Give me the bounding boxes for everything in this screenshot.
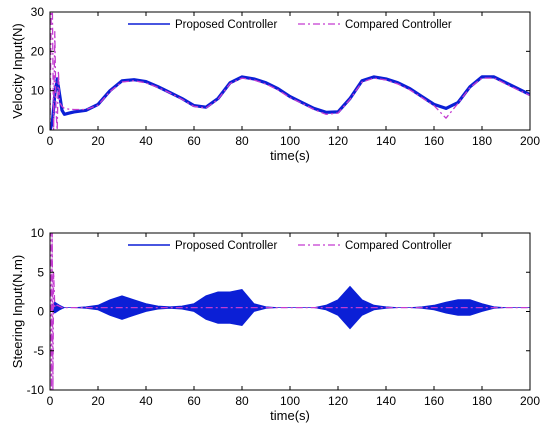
- velocity-x-tick-label: 160: [424, 134, 444, 148]
- velocity-y-axis-label: Velocity Input(N): [10, 23, 25, 118]
- velocity-x-tick-label: 20: [91, 134, 105, 148]
- velocity-x-tick-label: 200: [520, 134, 540, 148]
- velocity-legend: Proposed Controller Compared Controller: [128, 19, 452, 31]
- velocity-x-tick-label: 60: [187, 134, 201, 148]
- velocity-x-axis-label: time(s): [270, 148, 310, 163]
- velocity-y-ticks: 0 10 20 30: [31, 5, 530, 137]
- velocity-series-compared-line: [50, 12, 530, 130]
- steering-x-tick-label: 200: [520, 394, 540, 408]
- steering-y-tick-label: 10: [31, 226, 45, 240]
- velocity-y-tick-label: 20: [31, 44, 45, 58]
- steering-y-tick-label: -5: [33, 344, 44, 358]
- velocity-x-tick-label: 120: [328, 134, 348, 148]
- steering-x-tick-label: 140: [376, 394, 396, 408]
- velocity-y-tick-label: 10: [31, 84, 45, 98]
- steering-x-tick-label: 120: [328, 394, 348, 408]
- steering-series-compared-line: [50, 233, 530, 390]
- velocity-x-tick-label: 0: [47, 134, 54, 148]
- velocity-input-chart: 0 20 40 60 80 100 120 140 160 180 200 0 10 20 30 time…: [10, 5, 540, 163]
- velocity-x-tick-label: 100: [280, 134, 300, 148]
- steering-x-tick-label: 20: [91, 394, 105, 408]
- velocity-x-tick-label: 180: [472, 134, 492, 148]
- velocity-y-tick-label: 0: [37, 123, 44, 137]
- steering-y-ticks: -10 -5 0 5 10: [27, 226, 530, 397]
- legend-proposed-label: Proposed Controller: [175, 19, 277, 31]
- steering-series-layer: [50, 233, 530, 390]
- velocity-y-tick-label: 30: [31, 5, 45, 19]
- steering-y-tick-label: 5: [37, 265, 44, 279]
- velocity-x-tick-label: 140: [376, 134, 396, 148]
- steering-x-tick-label: 40: [139, 394, 153, 408]
- steering-y-tick-label: -10: [27, 383, 45, 397]
- legend-compared-label: Compared Controller: [345, 240, 452, 252]
- legend-proposed-label: Proposed Controller: [175, 240, 277, 252]
- steering-x-tick-label: 60: [187, 394, 201, 408]
- velocity-x-tick-label: 80: [235, 134, 249, 148]
- steering-input-chart: 0 20 40 60 80 100 120 140 160 180 200 -10 -5 0 5 10 ti…: [10, 226, 540, 423]
- velocity-series-proposed-line: [50, 75, 530, 130]
- steering-x-tick-label: 160: [424, 394, 444, 408]
- velocity-x-ticks: 0 20 40 60 80 100 120 140 160 180 200: [47, 12, 540, 148]
- steering-x-tick-label: 80: [235, 394, 249, 408]
- steering-x-tick-label: 180: [472, 394, 492, 408]
- velocity-x-tick-label: 40: [139, 134, 153, 148]
- steering-y-tick-label: 0: [37, 305, 44, 319]
- steering-x-tick-label: 100: [280, 394, 300, 408]
- steering-x-ticks: 0 20 40 60 80 100 120 140 160 180 200: [47, 233, 540, 408]
- steering-legend: Proposed Controller Compared Controller: [128, 240, 452, 252]
- legend-compared-label: Compared Controller: [345, 19, 452, 31]
- velocity-series-layer: [50, 12, 530, 130]
- steering-x-axis-label: time(s): [270, 408, 310, 423]
- steering-x-tick-label: 0: [47, 394, 54, 408]
- steering-y-axis-label: Steering Input(N.m): [10, 255, 25, 368]
